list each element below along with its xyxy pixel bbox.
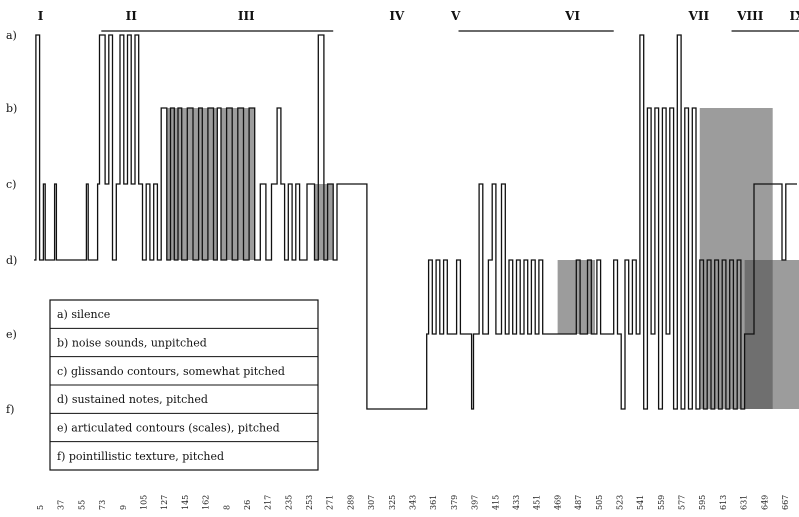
x-tick-label: 595 (698, 495, 707, 510)
section-label: VIII (736, 9, 764, 23)
legend-entry: e) articulated contours (scales), pitche… (57, 422, 280, 435)
level-labels: a) b) c) d) e) f) (6, 29, 17, 416)
x-tick-label: 343 (409, 495, 418, 510)
section-label: IV (389, 9, 405, 23)
x-tick-label: 307 (367, 495, 376, 510)
x-tick-label: 541 (636, 495, 645, 510)
x-tick-label: 415 (491, 495, 500, 510)
level-label: e) (6, 328, 17, 341)
x-tick-label: 649 (760, 495, 769, 510)
x-tick-label: 162 (202, 495, 211, 510)
x-tick-label: 253 (305, 495, 314, 510)
x-tick-label: 613 (719, 495, 728, 510)
section-label: V (450, 9, 461, 23)
x-tick-label: 451 (533, 495, 542, 510)
x-tick-label: 631 (740, 495, 749, 510)
x-tick-label: 26 (243, 500, 252, 510)
series-line (34, 34, 797, 410)
x-tick-label: 289 (346, 495, 355, 510)
x-tick-label: 9 (119, 505, 128, 510)
x-tick-label: 577 (678, 495, 687, 510)
x-tick-label: 379 (450, 495, 459, 510)
legend-entry: a) silence (57, 308, 110, 321)
x-axis: 5 37 55 73 9 105 127 145 162 8 26 217 235 253 271 289 30… (36, 495, 790, 510)
x-tick-label: 55 (77, 500, 86, 510)
section-label: IX (790, 9, 799, 23)
x-tick-label: 469 (553, 495, 562, 510)
x-tick-label: 667 (781, 495, 790, 510)
x-tick-label: 127 (160, 495, 169, 510)
section-labels: IIIIIIIVVVIVIIVIIIIX (38, 9, 799, 23)
x-tick-label: 487 (574, 495, 583, 510)
section-label: II (126, 9, 138, 23)
section-label: VII (688, 9, 710, 23)
dense-region (166, 108, 218, 260)
level-label: d) (6, 254, 17, 267)
x-tick-label: 433 (512, 495, 521, 510)
level-label: b) (6, 102, 17, 115)
level-label: a) (6, 29, 17, 42)
section-label: III (238, 9, 255, 23)
x-tick-label: 73 (98, 500, 107, 510)
x-tick-label: 217 (264, 495, 273, 510)
section-label: VI (564, 9, 580, 23)
legend-entry: f) pointillistic texture, pitched (57, 450, 224, 463)
x-tick-label: 523 (615, 495, 624, 510)
x-tick-label: 397 (471, 495, 480, 510)
x-tick-label: 8 (222, 505, 231, 510)
x-tick-label: 105 (139, 495, 148, 510)
x-tick-label: 235 (284, 495, 293, 510)
x-tick-label: 361 (429, 495, 438, 510)
x-tick-label: 271 (326, 495, 335, 510)
x-tick-label: 559 (657, 495, 666, 510)
legend-entry: c) glissando contours, somewhat pitched (57, 365, 285, 378)
plot-area (34, 34, 797, 410)
x-tick-label: 37 (57, 500, 66, 510)
x-tick-label: 325 (388, 495, 397, 510)
x-tick-label: 5 (36, 505, 45, 510)
legend: a) silence b) noise sounds, unpitched c) g… (49, 299, 319, 471)
legend-entry: d) sustained notes, pitched (57, 393, 208, 406)
section-label: I (38, 9, 44, 23)
x-tick-label: 505 (595, 495, 604, 510)
level-label: c) (6, 178, 16, 191)
x-tick-label: 145 (181, 495, 190, 510)
level-label: f) (6, 403, 14, 416)
legend-entry: b) noise sounds, unpitched (57, 337, 207, 350)
